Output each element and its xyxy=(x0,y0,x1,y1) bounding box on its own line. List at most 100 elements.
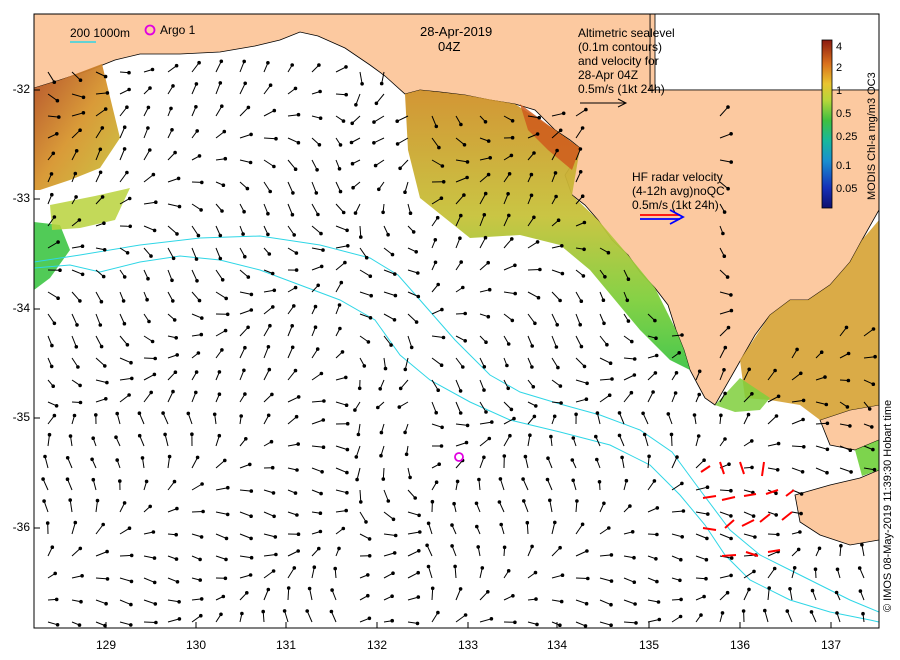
velocity-arrow-head xyxy=(244,437,248,441)
velocity-arrow-head xyxy=(344,92,349,97)
velocity-arrow xyxy=(95,92,108,95)
velocity-arrow-head xyxy=(73,520,78,525)
argo-float-marker[interactable] xyxy=(454,452,464,462)
colorbar-tick: 0.05 xyxy=(836,183,858,195)
hf-radar-line: HF radar velocity xyxy=(632,170,723,184)
hf-radar-line: 0.5m/s (1kt 24h) xyxy=(632,198,719,212)
velocity-arrow-head xyxy=(601,298,606,303)
velocity-arrow-head xyxy=(403,430,407,435)
velocity-arrow-head xyxy=(294,414,299,419)
velocity-arrow-head xyxy=(533,321,537,326)
velocity-arrow-head xyxy=(752,569,756,574)
velocity-arrow-head xyxy=(465,423,470,428)
velocity-arrow-head xyxy=(482,388,486,392)
velocity-arrow-head xyxy=(350,161,355,166)
velocity-arrow-head xyxy=(266,232,270,237)
velocity-arrow-head xyxy=(246,275,251,279)
velocity-arrow-head xyxy=(575,499,579,503)
velocity-arrow-head xyxy=(608,361,613,366)
velocity-arrow xyxy=(287,370,296,381)
velocity-arrow-head xyxy=(338,143,343,147)
velocity-arrow-head xyxy=(55,98,60,103)
velocity-arrow xyxy=(287,225,295,236)
velocity-arrow-head xyxy=(125,343,130,347)
velocity-arrow xyxy=(71,93,84,98)
velocity-arrow-head xyxy=(322,399,326,403)
velocity-arrow-head xyxy=(723,345,728,350)
velocity-arrow-head xyxy=(723,391,727,396)
velocity-arrow-head xyxy=(848,424,852,428)
velocity-arrow-head xyxy=(416,271,420,275)
velocity-arrow-head xyxy=(197,60,201,65)
velocity-arrow-head xyxy=(465,160,470,164)
velocity-arrow xyxy=(119,172,128,183)
velocity-arrow-head xyxy=(177,600,181,604)
velocity-arrow-head xyxy=(580,522,585,527)
velocity-arrow-head xyxy=(266,345,271,349)
velocity-arrow xyxy=(719,133,732,139)
velocity-arrow-head xyxy=(173,370,178,375)
velocity-arrow xyxy=(239,489,252,492)
velocity-arrow-head xyxy=(249,308,254,312)
velocity-arrow-head xyxy=(101,274,106,279)
velocity-arrow-head xyxy=(153,602,158,606)
velocity-arrow-head xyxy=(392,318,397,322)
velocity-arrow-head xyxy=(809,610,814,614)
velocity-arrow xyxy=(355,445,361,458)
velocity-arrow-head xyxy=(366,340,371,344)
velocity-arrow xyxy=(764,610,769,623)
velocity-arrow-head xyxy=(642,432,647,437)
velocity-arrow-head xyxy=(553,171,558,175)
velocity-arrow xyxy=(359,225,362,238)
y-tick-label: -35 xyxy=(12,410,30,424)
velocity-arrow-head xyxy=(534,597,538,601)
velocity-arrow-head xyxy=(225,512,230,517)
velocity-arrow xyxy=(599,599,612,606)
velocity-arrow-head xyxy=(195,455,200,460)
velocity-arrow-head xyxy=(393,293,398,298)
velocity-arrow xyxy=(791,399,804,403)
velocity-arrow-head xyxy=(318,89,322,94)
velocity-arrow-head xyxy=(314,191,319,195)
velocity-arrow xyxy=(695,486,708,491)
velocity-arrow-head xyxy=(465,175,469,180)
velocity-arrow xyxy=(719,574,732,579)
velocity-arrow-head xyxy=(681,509,686,513)
velocity-arrow-head xyxy=(171,299,175,303)
velocity-arrow-head xyxy=(353,211,358,215)
velocity-arrow-head xyxy=(243,81,247,86)
velocity-arrow-head xyxy=(571,436,576,440)
velocity-arrow xyxy=(863,328,874,337)
velocity-arrow-head xyxy=(459,213,463,218)
velocity-arrow-head xyxy=(729,132,733,136)
velocity-arrow-head xyxy=(393,533,398,538)
velocity-arrow-head xyxy=(477,477,481,482)
velocity-arrow xyxy=(767,568,776,579)
velocity-arrow-head xyxy=(521,477,525,481)
velocity-arrow xyxy=(791,372,802,381)
velocity-arrow xyxy=(95,524,104,535)
velocity-arrow-head xyxy=(174,63,179,68)
velocity-arrow-head xyxy=(461,365,465,369)
velocity-arrow-head xyxy=(426,564,431,569)
velocity-arrow-head xyxy=(376,405,380,410)
velocity-arrow xyxy=(383,533,396,536)
velocity-arrow xyxy=(95,500,98,513)
velocity-arrow-head xyxy=(49,364,54,369)
velocity-arrow-head xyxy=(55,132,59,136)
velocity-arrow-head xyxy=(274,136,278,141)
velocity-arrow-head xyxy=(834,590,839,595)
velocity-arrow-head xyxy=(170,128,174,132)
x-tick-label: 134 xyxy=(546,638,568,652)
velocity-arrow xyxy=(431,137,440,148)
velocity-arrow xyxy=(239,309,252,315)
velocity-arrow-head xyxy=(578,170,583,174)
velocity-arrow-head xyxy=(796,547,801,552)
velocity-arrow-head xyxy=(151,172,156,177)
velocity-arrow-head xyxy=(248,573,253,577)
velocity-arrow-head xyxy=(825,470,829,475)
velocity-arrow xyxy=(767,443,779,447)
velocity-arrow-head xyxy=(355,477,359,482)
velocity-arrow-head xyxy=(607,526,611,530)
